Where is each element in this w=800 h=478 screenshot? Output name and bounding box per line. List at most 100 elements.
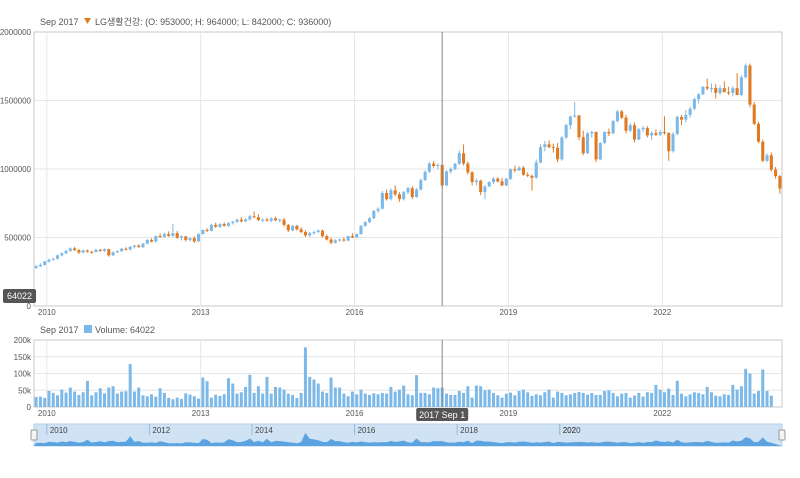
candle[interactable] [55,254,60,260]
volume-bar[interactable] [509,392,513,407]
candle[interactable] [692,97,696,111]
candle[interactable] [739,75,743,97]
candle[interactable] [684,110,688,123]
candle[interactable] [188,237,192,242]
volume-bar[interactable] [98,388,102,407]
volume-bar[interactable] [278,387,282,407]
volume-bar[interactable] [372,393,376,407]
volume-bar[interactable] [265,376,269,407]
volume-bar[interactable] [350,391,354,407]
candle[interactable] [38,263,42,267]
volume-bar[interactable] [419,392,423,407]
volume-bar[interactable] [748,373,752,408]
volume-bar[interactable] [761,369,765,407]
candle[interactable] [744,63,748,79]
candle[interactable] [637,127,641,141]
volume-bar[interactable] [282,389,286,407]
volume-bar[interactable] [645,392,649,407]
candle[interactable] [650,131,654,141]
volume-bar[interactable] [453,394,457,407]
candle[interactable] [620,109,624,119]
volume-bar[interactable] [205,381,209,407]
candle[interactable] [615,110,619,123]
volume-bar[interactable] [107,387,111,407]
volume-bar[interactable] [402,385,406,407]
candle[interactable] [727,86,731,96]
volume-bar[interactable] [60,389,64,407]
volume-bar[interactable] [534,394,538,407]
candle[interactable] [68,247,72,252]
volume-bar[interactable] [321,391,325,407]
volume-bar[interactable] [709,392,713,407]
candle[interactable] [380,190,384,210]
candle[interactable] [432,160,436,168]
volume-bar[interactable] [598,394,602,407]
candle[interactable] [509,168,513,180]
candle[interactable] [376,207,380,213]
candle[interactable] [192,236,196,243]
volume-bar[interactable] [214,394,218,407]
volume-bar[interactable] [568,394,572,407]
candle[interactable] [564,123,568,139]
candle[interactable] [551,143,555,153]
candle[interactable] [231,220,235,225]
volume-bar[interactable] [158,388,162,407]
volume-bar[interactable] [551,397,555,407]
candle[interactable] [487,181,491,188]
volume-bar[interactable] [333,387,337,407]
volume-bar[interactable] [303,347,307,407]
candle[interactable] [410,186,414,200]
candle[interactable] [363,221,367,227]
volume-bar[interactable] [64,392,68,407]
candle[interactable] [598,142,602,161]
candle[interactable] [385,189,389,201]
candle[interactable] [466,161,470,175]
candle[interactable] [641,125,645,133]
volume-bar[interactable] [624,392,628,407]
volume-bar[interactable] [308,376,312,407]
candle[interactable] [585,132,590,154]
candle[interactable] [34,264,38,270]
candle[interactable] [291,225,295,232]
candle[interactable] [47,258,51,263]
volume-bar[interactable] [124,391,128,407]
volume-bar[interactable] [603,390,607,407]
candle[interactable] [645,126,649,138]
volume-bar[interactable] [81,392,85,407]
candle[interactable] [201,229,205,235]
volume-bar[interactable] [269,393,273,407]
candle[interactable] [244,218,248,223]
volume-bar[interactable] [744,368,748,407]
volume-bar[interactable] [714,395,718,407]
volume-bar[interactable] [735,389,739,407]
volume-bar[interactable] [432,387,436,407]
volume-bar[interactable] [145,396,149,407]
volume-bar[interactable] [51,392,55,407]
candle[interactable] [94,248,98,253]
volume-bar[interactable] [483,390,487,407]
candle[interactable] [581,130,585,156]
candle[interactable] [77,248,81,254]
candle[interactable] [731,86,735,97]
volume-bar[interactable] [530,395,534,407]
candle[interactable] [513,165,517,173]
candle[interactable] [329,237,333,245]
candle[interactable] [167,231,171,237]
candle[interactable] [530,174,534,191]
volume-bar[interactable] [363,393,367,407]
candle[interactable] [299,227,303,234]
volume-bar[interactable] [201,377,205,407]
candle[interactable] [141,242,145,249]
candle[interactable] [162,232,166,238]
volume-bar[interactable] [615,396,619,407]
candle[interactable] [675,115,679,136]
volume-bar[interactable] [355,394,359,407]
candle[interactable] [671,132,675,153]
volume-bar[interactable] [504,393,508,407]
volume-bar[interactable] [466,386,470,407]
candle[interactable] [611,119,615,135]
volume-bar[interactable] [517,390,521,407]
candle[interactable] [85,249,89,253]
candle[interactable] [752,101,756,126]
